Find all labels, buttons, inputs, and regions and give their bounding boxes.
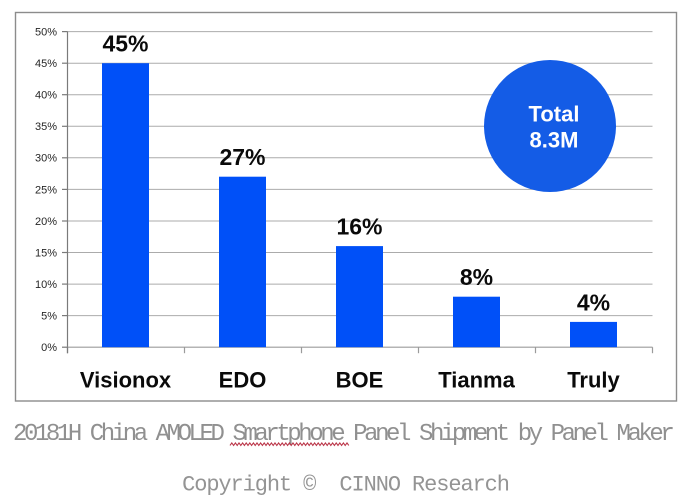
svg-text:8.3M: 8.3M [530, 127, 579, 152]
svg-text:Truly: Truly [567, 368, 620, 393]
svg-text:Tianma: Tianma [438, 368, 515, 393]
svg-text:Visionox: Visionox [80, 368, 172, 393]
svg-text:40%: 40% [35, 90, 57, 102]
svg-text:50%: 50% [35, 27, 57, 39]
svg-text:35%: 35% [35, 121, 57, 133]
svg-text:20181H China AMOLED Smartphone: 20181H China AMOLED Smartphone Panel Shi… [13, 421, 673, 448]
svg-text:Total: Total [529, 102, 580, 127]
svg-text:27%: 27% [219, 144, 265, 170]
svg-text:30%: 30% [35, 153, 57, 165]
svg-text:5%: 5% [41, 311, 57, 323]
svg-text:0%: 0% [41, 342, 57, 354]
svg-text:BOE: BOE [336, 368, 384, 393]
svg-text:Copyright © CINNO Research: Copyright © CINNO Research [182, 472, 509, 497]
svg-text:15%: 15% [35, 247, 57, 259]
svg-text:45%: 45% [35, 58, 57, 70]
svg-text:45%: 45% [102, 31, 148, 57]
svg-text:EDO: EDO [219, 368, 267, 393]
svg-text:20%: 20% [35, 216, 57, 228]
svg-text:8%: 8% [460, 264, 493, 290]
svg-text:16%: 16% [336, 214, 382, 240]
svg-text:25%: 25% [35, 184, 57, 196]
svg-text:4%: 4% [577, 289, 610, 315]
svg-text:10%: 10% [35, 279, 57, 291]
